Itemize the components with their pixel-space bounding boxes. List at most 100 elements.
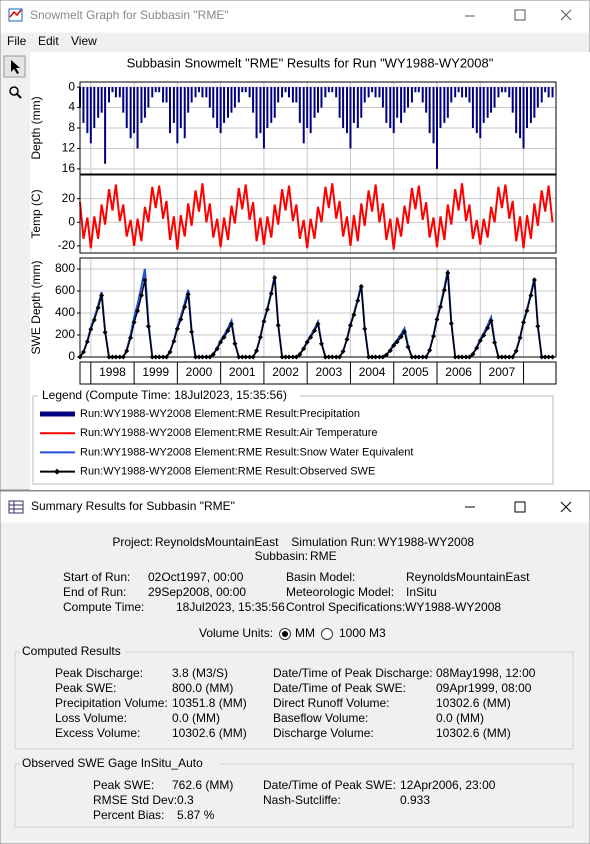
field-label: Compute Time: <box>63 600 144 614</box>
marker <box>355 298 361 304</box>
bar <box>172 87 175 123</box>
bar <box>482 87 485 123</box>
app-icon <box>8 8 23 22</box>
marker <box>145 323 151 329</box>
bar <box>342 87 345 128</box>
bar <box>436 87 438 169</box>
field-value: RME <box>310 549 337 563</box>
bar <box>345 87 348 134</box>
bar <box>273 87 276 118</box>
bar <box>136 87 139 149</box>
marker <box>492 339 498 345</box>
bar <box>511 87 514 113</box>
marker <box>128 335 134 341</box>
legend-marker <box>54 468 60 475</box>
menu-item[interactable]: View <box>71 34 97 48</box>
bar <box>158 87 161 93</box>
marker <box>481 332 487 338</box>
window-controls[interactable] <box>465 501 572 513</box>
bar <box>313 87 316 118</box>
bar <box>540 87 543 103</box>
bar <box>551 87 554 98</box>
field-label: Start of Run: <box>63 570 130 584</box>
y-tick-label: 400 <box>55 305 75 319</box>
y-axis-label: SWE Depth (mm) <box>29 260 43 354</box>
bar <box>468 87 471 103</box>
marker <box>434 316 440 322</box>
x-tick-label: 1999 <box>142 365 169 379</box>
marker <box>485 325 491 331</box>
radio-button[interactable] <box>321 628 333 640</box>
field-label: Loss Volume: <box>55 711 127 725</box>
field-label: Subbasin: <box>255 549 308 563</box>
bar <box>140 87 143 123</box>
bar <box>324 87 327 98</box>
bar <box>143 87 146 118</box>
bar <box>187 87 190 113</box>
group-title: Observed SWE Gage InSitu_Auto <box>22 756 203 770</box>
bar <box>479 87 482 139</box>
bar <box>389 87 392 128</box>
marker <box>402 329 408 335</box>
group-title-bg <box>20 645 125 659</box>
marker <box>254 348 260 354</box>
marker <box>221 334 227 340</box>
marker <box>268 291 274 297</box>
bar <box>533 87 536 118</box>
bar <box>248 87 251 98</box>
bar <box>212 87 215 118</box>
field-value: InSitu <box>406 585 437 599</box>
radio-dot <box>282 631 288 637</box>
group-title-bg <box>20 757 220 771</box>
bar <box>352 87 355 123</box>
marker <box>318 341 324 347</box>
plot-frame <box>79 174 557 254</box>
bar <box>226 87 229 118</box>
bar <box>461 87 464 98</box>
bar <box>298 87 301 123</box>
bar <box>194 87 197 98</box>
bar <box>216 87 219 128</box>
zoom-tool[interactable] <box>9 86 22 99</box>
bar <box>270 87 273 123</box>
marker <box>391 343 397 349</box>
bar <box>371 87 374 93</box>
field-label: Date/Time of Peak SWE: <box>273 681 406 695</box>
field-label: Simulation Run: <box>291 535 376 549</box>
bar <box>252 87 255 113</box>
menu-item[interactable]: Edit <box>38 34 59 48</box>
field-label: Percent Bias: <box>93 808 164 822</box>
field-label: Basin Model: <box>286 570 355 584</box>
bar <box>93 87 96 128</box>
bar <box>219 87 222 134</box>
bar <box>378 87 381 98</box>
bar <box>403 87 406 113</box>
bar <box>486 87 489 118</box>
field-label: Peak SWE: <box>55 681 116 695</box>
marker <box>474 345 480 351</box>
window-controls[interactable] <box>465 9 572 21</box>
marker <box>257 334 263 340</box>
y-tick-label: 0 <box>68 79 75 93</box>
bar <box>104 87 107 164</box>
bar <box>439 87 442 128</box>
marker <box>445 270 451 276</box>
field-value: 10351.8 (MM) <box>172 696 247 710</box>
radio-label: 1000 M3 <box>339 626 386 640</box>
bar <box>454 87 457 98</box>
field-value: WY1988-WY2008 <box>405 600 501 614</box>
bar <box>522 87 525 149</box>
bar <box>114 87 117 98</box>
field-label: Date/Time of Peak SWE: <box>263 778 396 792</box>
bar <box>338 87 341 118</box>
plot-frame <box>79 81 557 175</box>
bar <box>547 87 550 98</box>
bar <box>367 87 370 98</box>
field-label: Peak SWE: <box>93 778 154 792</box>
field-label: Date/Time of Peak Discharge: <box>273 666 433 680</box>
menu-item[interactable]: File <box>7 34 27 48</box>
bar <box>356 87 359 128</box>
field-label: End of Run: <box>63 585 126 599</box>
bar <box>417 87 420 93</box>
